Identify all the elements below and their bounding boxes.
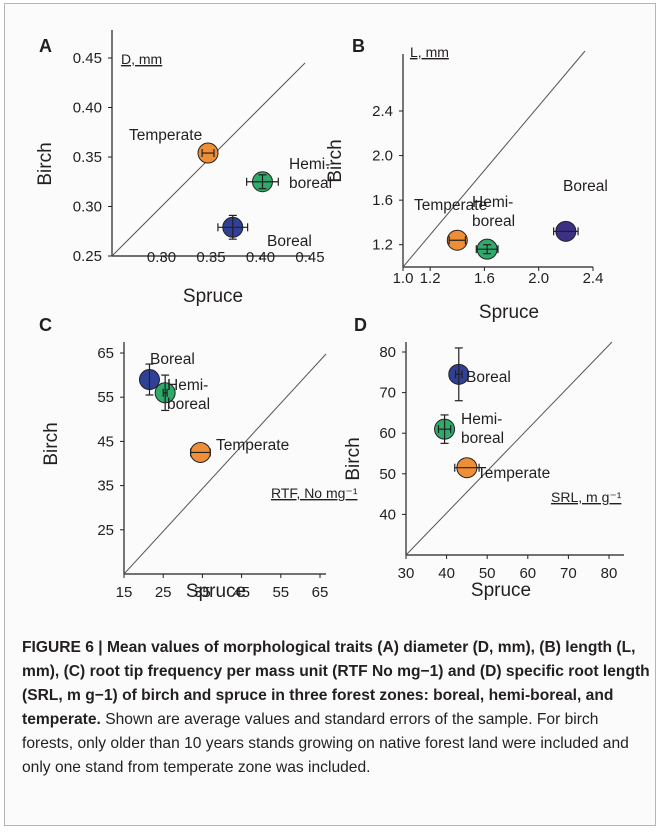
- x-tick-label: 2.4: [583, 270, 604, 287]
- x-tick-label: 30: [398, 565, 415, 582]
- data-point: [435, 415, 455, 443]
- point-label: Boreal: [267, 233, 312, 250]
- y-tick-label: 1.6: [372, 192, 393, 209]
- x-axis-title: Spruce: [186, 581, 246, 602]
- point-label: Temperate: [216, 437, 289, 454]
- y-tick-label: 40: [379, 506, 396, 523]
- data-point: [554, 221, 578, 241]
- y-axis-title: Birch: [35, 142, 56, 185]
- data-point: [218, 215, 248, 239]
- y-axis-title: Birch: [41, 422, 62, 465]
- x-axis-title: Spruce: [183, 286, 243, 307]
- data-point: [190, 442, 210, 462]
- y-tick-label: 35: [97, 478, 114, 495]
- trait-label: RTF, No mg⁻¹: [271, 485, 358, 501]
- x-tick-label: 65: [312, 584, 329, 601]
- panel-letter: A: [39, 36, 52, 56]
- point-label: Boreal: [466, 369, 511, 386]
- y-tick-label: 0.45: [73, 50, 102, 67]
- y-tick-label: 70: [379, 385, 396, 402]
- point-label: Boreal: [563, 178, 608, 195]
- x-axis-title: Spruce: [471, 580, 531, 601]
- data-point: [476, 239, 498, 259]
- x-tick-label: 1.2: [420, 270, 441, 287]
- caption-body: Shown are average values and standard er…: [22, 711, 629, 776]
- y-axis-title: Birch: [325, 139, 346, 182]
- point-label: Boreal: [150, 351, 195, 368]
- y-tick-label: 80: [379, 344, 396, 361]
- y-tick-label: 2.4: [372, 103, 393, 120]
- panel-a: 0.30 0.35 0.40 0.450.250.300.350.400.45Spru…: [35, 30, 332, 307]
- figure-plots: 0.30 0.35 0.40 0.450.250.300.350.400.45Spru…: [5, 4, 657, 624]
- panel-letter: C: [39, 315, 52, 335]
- y-tick-label: 1.2: [372, 237, 393, 254]
- x-tick-label: 2.0: [528, 270, 549, 287]
- y-tick-label: 25: [97, 522, 114, 539]
- x-tick-label: 40: [438, 565, 455, 582]
- panel-letter: B: [352, 36, 365, 56]
- panel-letter: D: [354, 315, 367, 335]
- x-tick-label: 1.6: [474, 270, 495, 287]
- x-tick-label: 1.0: [393, 270, 414, 287]
- y-tick-label: 45: [97, 433, 114, 450]
- trait-label: D, mm: [121, 51, 162, 67]
- y-tick-label: 65: [97, 345, 114, 362]
- trait-label: L, mm: [410, 44, 449, 60]
- figure-panel: 0.30 0.35 0.40 0.45 0.25 0.30 0.35 0.40 0.45 Spru…: [4, 3, 656, 826]
- x-tick-label: 15: [116, 584, 133, 601]
- y-tick-label: 0.40: [73, 100, 102, 117]
- data-point: [247, 172, 279, 192]
- y-tick-label: 55: [97, 389, 114, 406]
- figure-caption: FIGURE 6 | Mean values of morphological …: [22, 636, 650, 780]
- y-tick-label: 0.30: [73, 199, 102, 216]
- y-axis-title: Birch: [343, 437, 364, 480]
- data-point: [198, 143, 218, 163]
- x-tick-label: 55: [272, 584, 289, 601]
- data-point: [447, 230, 467, 250]
- y-tick-label: 0.25: [73, 248, 102, 265]
- x-tick-label: 80: [601, 565, 618, 582]
- y-tick-label: 2.0: [372, 148, 393, 165]
- point-label: Temperate: [129, 127, 202, 144]
- point-label: Temperate: [477, 465, 550, 482]
- x-axis-title: Spruce: [479, 302, 539, 323]
- x-tick-label: 70: [560, 565, 577, 582]
- data-point: [455, 458, 479, 478]
- y-tick-label: 50: [379, 466, 396, 483]
- trait-label: SRL, m g⁻¹: [551, 489, 622, 505]
- point-label: Hemi-boreal: [461, 411, 504, 447]
- x-tick-label: 25: [155, 584, 172, 601]
- y-tick-label: 0.35: [73, 149, 102, 166]
- y-tick-label: 60: [379, 425, 396, 442]
